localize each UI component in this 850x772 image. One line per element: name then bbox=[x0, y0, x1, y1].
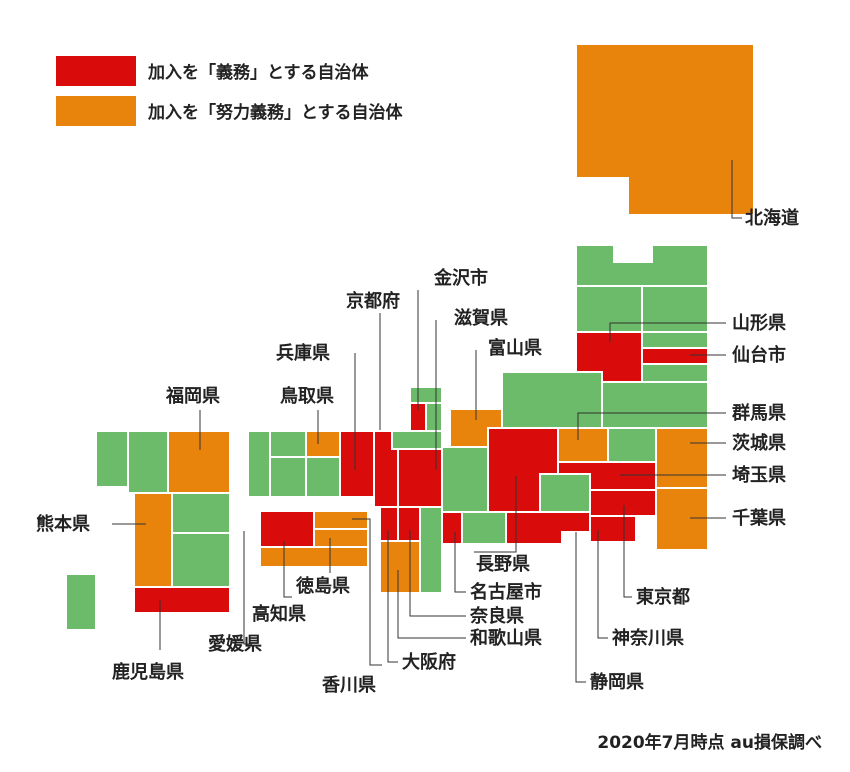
pref-ibaraki bbox=[655, 427, 709, 489]
pref-ehime bbox=[259, 510, 315, 548]
pref-iwate bbox=[641, 285, 709, 333]
label-kyoto: 京都府 bbox=[346, 290, 400, 312]
pref-kumamoto bbox=[133, 492, 173, 588]
legend-swatch-effort bbox=[56, 96, 136, 126]
pref-fukuoka bbox=[167, 430, 231, 494]
pref-gifu bbox=[441, 446, 489, 513]
legend-swatch-mandatory bbox=[56, 56, 136, 86]
label-ibaraki: 茨城県 bbox=[732, 432, 786, 454]
label-kanagawa: 神奈川県 bbox=[612, 627, 684, 649]
pref-kagawa bbox=[313, 510, 369, 530]
pref-wakayama bbox=[379, 540, 421, 594]
legend-label-mandatory: 加入を「義務」とする自治体 bbox=[147, 62, 369, 83]
region-hokkaido bbox=[575, 43, 755, 216]
city-nagoya bbox=[441, 511, 463, 545]
pref-yamaguchi bbox=[247, 430, 271, 498]
label-sendai: 仙台市 bbox=[732, 344, 786, 366]
pref-oita bbox=[171, 492, 231, 534]
pref-fukushima bbox=[601, 381, 709, 429]
pref-kochi bbox=[259, 546, 369, 568]
pref-shizuoka bbox=[505, 511, 591, 545]
label-nara: 奈良県 bbox=[469, 605, 524, 627]
pref-chiba bbox=[655, 487, 709, 551]
pref-miyazaki bbox=[171, 532, 231, 588]
pref-ishikawa-north bbox=[409, 386, 443, 404]
pref-akita bbox=[575, 285, 643, 333]
region-tohoku bbox=[575, 244, 709, 429]
pref-osaka bbox=[379, 506, 399, 542]
label-kagoshima: 鹿児島県 bbox=[112, 661, 184, 683]
pref-shimane bbox=[269, 430, 307, 458]
pref-saga bbox=[127, 430, 169, 494]
label-kagawa: 香川県 bbox=[321, 675, 376, 696]
label-yamagata: 山形県 bbox=[732, 313, 786, 334]
label-ehime: 愛媛県 bbox=[208, 633, 262, 655]
pref-ishikawa-south bbox=[425, 402, 443, 432]
label-kanazawa: 金沢市 bbox=[433, 267, 488, 289]
pref-gunma bbox=[557, 427, 609, 463]
label-saitama: 埼玉県 bbox=[732, 464, 786, 486]
pref-kyoto bbox=[373, 430, 399, 508]
pref-okinawa bbox=[65, 573, 97, 631]
label-hokkaido: 北海道 bbox=[745, 207, 799, 229]
pref-aichi bbox=[461, 511, 507, 545]
label-kochi: 高知県 bbox=[252, 603, 306, 625]
pref-mie bbox=[419, 506, 443, 594]
pref-nagasaki bbox=[95, 430, 129, 488]
label-tottori: 鳥取県 bbox=[280, 385, 334, 407]
label-hyogo: 兵庫県 bbox=[276, 342, 330, 364]
pref-okayama bbox=[305, 456, 341, 498]
pref-tokyo bbox=[589, 489, 657, 517]
label-tokushima: 徳島県 bbox=[295, 575, 350, 597]
label-wakayama: 和歌山県 bbox=[470, 627, 542, 649]
pref-miyagi-south bbox=[641, 363, 709, 383]
label-shiga: 滋賀県 bbox=[454, 307, 508, 329]
pref-hokkaido bbox=[575, 43, 755, 216]
label-fukuoka: 福岡県 bbox=[165, 385, 220, 407]
region-kyushu bbox=[95, 430, 231, 614]
labels: 北海道 山形県 仙台市 群馬県 茨城県 埼玉県 千葉県 東京都 神奈川県 静岡県… bbox=[36, 207, 799, 696]
region-kansai bbox=[339, 386, 443, 594]
pref-hyogo bbox=[339, 430, 375, 498]
pref-tochigi bbox=[607, 427, 657, 463]
legend-label-effort: 加入を「努力義務」とする自治体 bbox=[147, 102, 403, 123]
label-osaka: 大阪府 bbox=[402, 651, 456, 673]
pref-tottori bbox=[305, 430, 341, 458]
label-nagoya: 名古屋市 bbox=[470, 581, 542, 603]
label-shizuoka: 静岡県 bbox=[590, 671, 644, 693]
pref-kagoshima bbox=[133, 586, 231, 614]
pref-shiga bbox=[397, 448, 443, 508]
pref-hiroshima bbox=[269, 456, 307, 498]
label-nagano: 長野県 bbox=[476, 554, 530, 575]
region-chugoku bbox=[247, 430, 341, 498]
label-chiba: 千葉県 bbox=[732, 508, 786, 529]
pref-yamanashi bbox=[539, 473, 591, 513]
leader-lines bbox=[112, 160, 742, 683]
pref-miyagi-north bbox=[641, 331, 709, 349]
pref-tokushima bbox=[313, 528, 369, 548]
source-note: 2020年7月時点 au損保調べ bbox=[597, 732, 822, 753]
label-gunma: 群馬県 bbox=[732, 402, 786, 424]
label-toyama: 富山県 bbox=[488, 337, 542, 359]
label-tokyo: 東京都 bbox=[636, 586, 690, 608]
region-shikoku bbox=[259, 510, 369, 568]
label-kumamoto: 熊本県 bbox=[36, 513, 90, 535]
pref-fukui bbox=[391, 430, 443, 450]
pref-kanagawa bbox=[589, 515, 637, 543]
city-sendai bbox=[641, 347, 709, 365]
pref-aomori bbox=[575, 244, 709, 287]
pref-niigata bbox=[501, 371, 603, 429]
